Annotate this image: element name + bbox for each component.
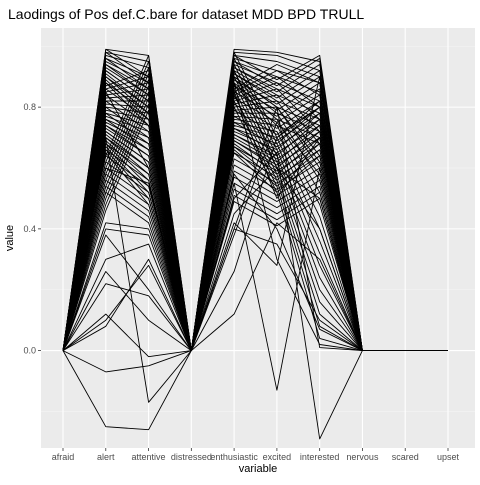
- x-tick-label: enthusiastic: [210, 452, 258, 462]
- minor-gridlines: [41, 45, 475, 412]
- series-lines: [62, 48, 448, 440]
- y-axis-ticks: 0.0 0.4 0.8: [23, 102, 41, 356]
- x-tick-label: nervous: [346, 452, 379, 462]
- x-tick-label: afraid: [52, 452, 75, 462]
- x-tick-label: scared: [392, 452, 419, 462]
- series-line: [62, 167, 448, 352]
- y-tick-label: 0.0: [23, 346, 36, 356]
- major-gridlines: [41, 28, 475, 448]
- x-axis-ticks: afraid alert attentive distressedenthusiast…: [52, 448, 460, 462]
- x-tick-label: attentive: [132, 452, 166, 462]
- y-tick-label: 0.4: [23, 224, 36, 234]
- x-tick-label: interested: [300, 452, 340, 462]
- y-tick-label: 0.8: [23, 102, 36, 112]
- x-tick-label: excited: [263, 452, 292, 462]
- x-tick-label: distressed: [171, 452, 212, 462]
- x-axis-title: variable: [239, 463, 278, 475]
- x-tick-label: upset: [437, 452, 460, 462]
- y-axis-title: value: [4, 225, 16, 251]
- x-tick-label: alert: [97, 452, 115, 462]
- chart-title: Laodings of Pos def.C.bare for dataset M…: [8, 6, 364, 22]
